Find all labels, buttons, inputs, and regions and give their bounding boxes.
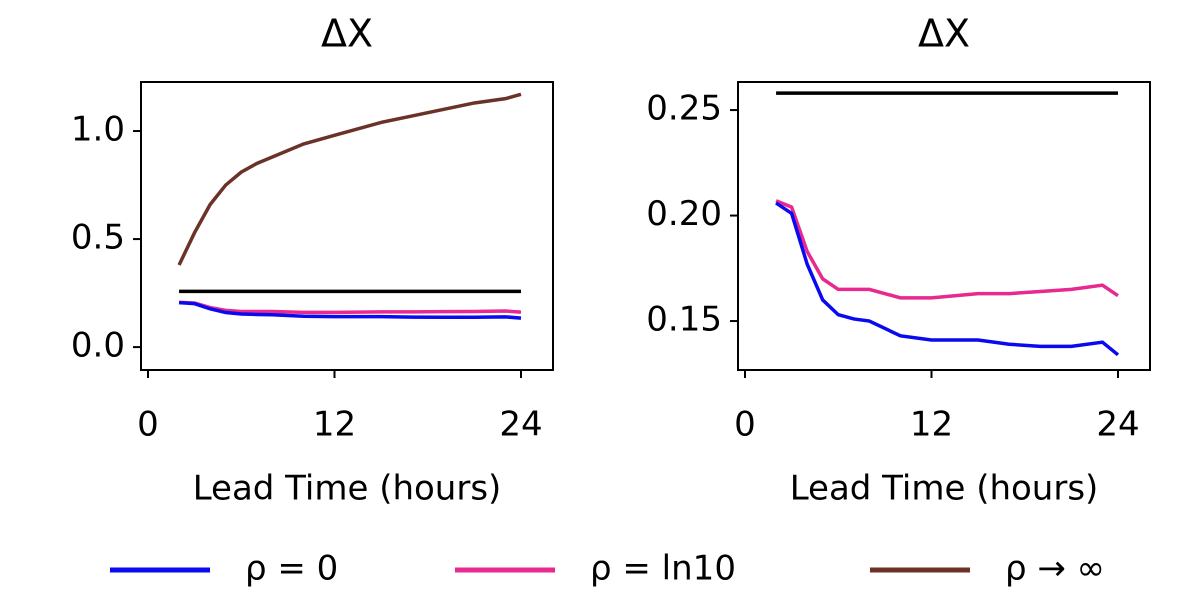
x-tick-label: 0 — [137, 405, 159, 445]
plot-frame — [140, 81, 554, 371]
legend-label: ρ = 0 — [245, 549, 338, 589]
series-line — [177, 92, 522, 266]
y-tick-label: 0.25 — [646, 89, 722, 129]
plot-frame — [737, 81, 1151, 371]
y-tick-label: 0.5 — [71, 218, 125, 258]
legend: ρ = ln10 ρ = 0 ρ → ∞ — [110, 549, 1105, 589]
x-tick-label: 12 — [910, 405, 953, 445]
x-axis-label: Lead Time (hours) — [790, 469, 1099, 509]
x-tick-label: 0 — [734, 405, 756, 445]
x-tick-label: 24 — [1096, 405, 1139, 445]
x-axis-label: Lead Time (hours) — [193, 469, 502, 509]
series-line — [775, 199, 1119, 300]
series-line — [178, 300, 522, 320]
x-tick-label: 24 — [499, 405, 542, 445]
y-tick-label: 0.15 — [646, 300, 722, 340]
series-line — [775, 201, 1120, 357]
chart-title: ΔX — [321, 12, 373, 56]
y-tick-label: 0.0 — [71, 326, 125, 366]
chart-title: ΔX — [918, 12, 970, 56]
series-line — [179, 300, 522, 315]
x-tick-label: 12 — [313, 405, 356, 445]
legend-label: ρ → ∞ — [1005, 549, 1105, 589]
y-tick-label: 0.20 — [646, 194, 722, 234]
subplot: ΔX Lead Time (hours) 0.0 0.5 1.0 0 12 24 — [71, 12, 554, 509]
subplot: ΔX Lead Time (hours) 0.15 0.20 0.25 0 12 24 — [646, 12, 1151, 509]
legend-label: ρ = ln10 — [590, 549, 736, 589]
y-tick-label: 1.0 — [71, 110, 125, 150]
